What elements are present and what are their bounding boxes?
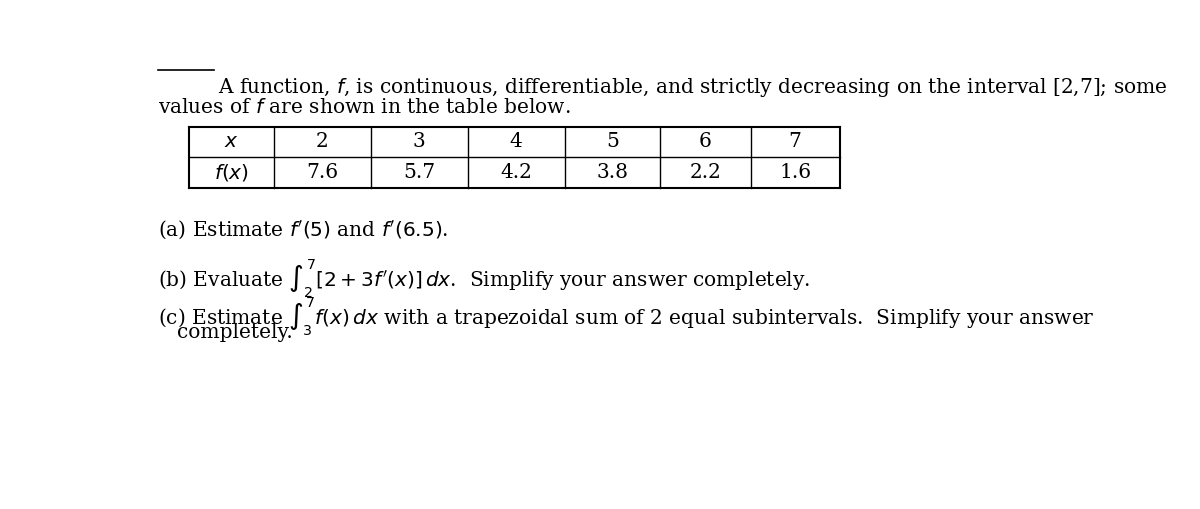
Text: 7.6: 7.6 [306,163,338,182]
Text: 1.6: 1.6 [779,163,811,182]
Text: 5: 5 [606,132,619,152]
Text: (b) Evaluate $\int_2^7[2 + 3f'(x)]\,dx$.  Simplify your answer completely.: (b) Evaluate $\int_2^7[2 + 3f'(x)]\,dx$.… [157,258,810,300]
Text: (a) Estimate $f'(5)$ and $f'(6.5)$.: (a) Estimate $f'(5)$ and $f'(6.5)$. [157,219,448,241]
Text: A function, $f$, is continuous, differentiable, and strictly decreasing on the i: A function, $f$, is continuous, differen… [218,76,1168,99]
Text: completely.: completely. [178,323,293,342]
Text: 2: 2 [316,132,329,152]
Text: 4.2: 4.2 [500,163,532,182]
Text: 6: 6 [698,132,712,152]
Text: $f(x)$: $f(x)$ [214,162,248,183]
Text: 3: 3 [413,132,426,152]
Text: (c) Estimate $\int_3^7 f(x)\,dx$ with a trapezoidal sum of 2 equal subintervals.: (c) Estimate $\int_3^7 f(x)\,dx$ with a … [157,296,1094,338]
Text: 7: 7 [788,132,802,152]
Text: 2.2: 2.2 [689,163,721,182]
Text: 5.7: 5.7 [403,163,436,182]
Text: 4: 4 [510,132,522,152]
Text: 3.8: 3.8 [596,163,629,182]
Text: $x$: $x$ [224,132,239,152]
Text: values of $f$ are shown in the table below.: values of $f$ are shown in the table bel… [157,98,570,117]
